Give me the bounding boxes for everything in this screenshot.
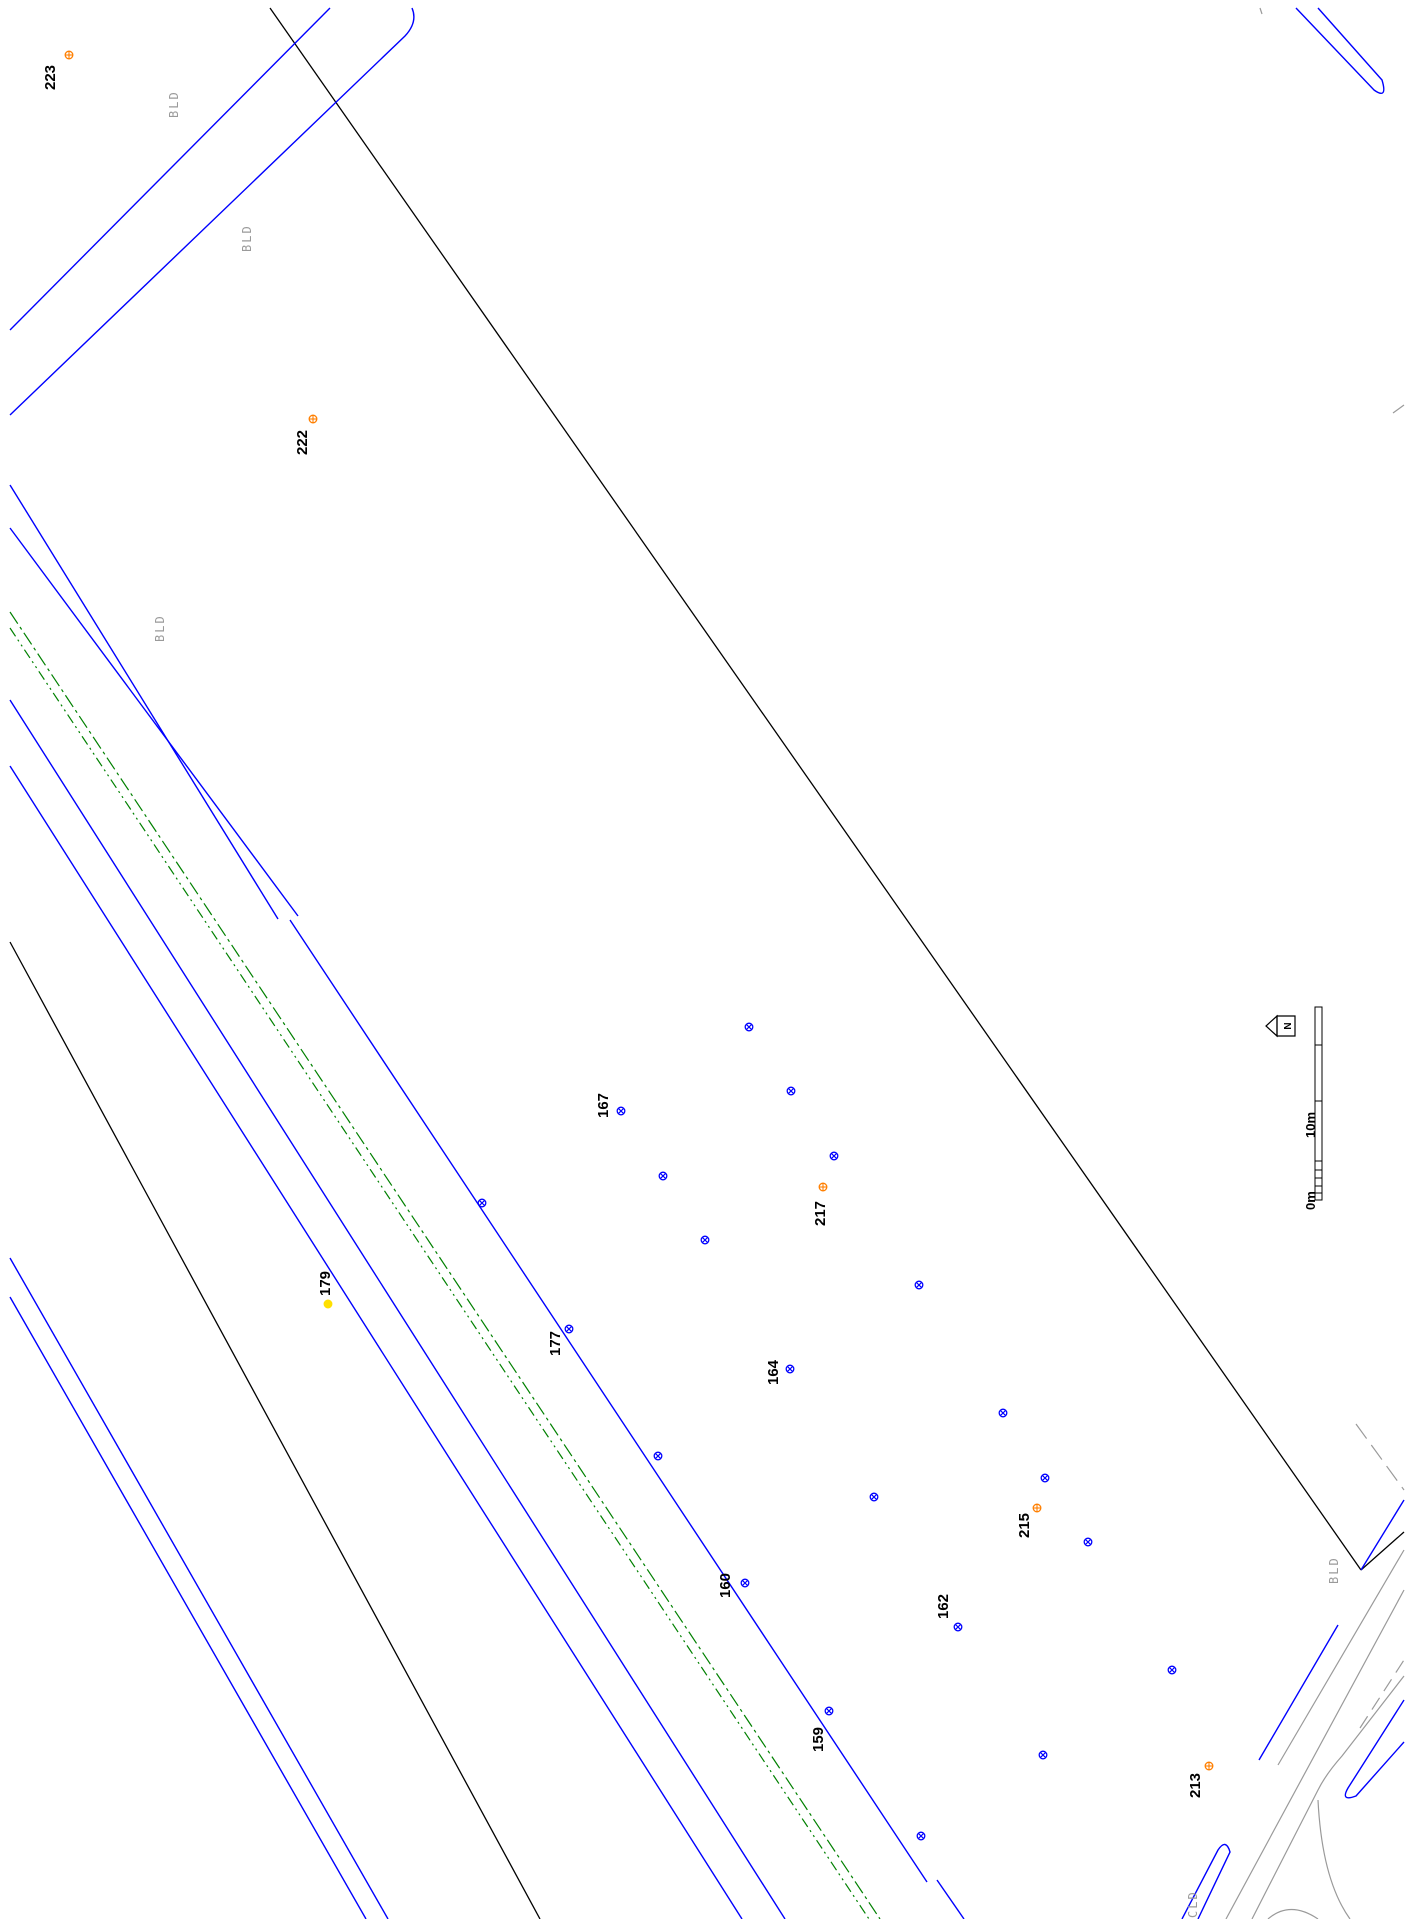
road-centerlines	[9, 611, 881, 1919]
survey-point-cross-icon	[477, 1198, 487, 1208]
survey-point-cross-icon	[998, 1408, 1008, 1418]
road-edge	[9, 7, 415, 416]
centerline-dotted	[9, 627, 870, 1919]
point-label: 215	[1016, 1513, 1033, 1538]
survey-point-cross-icon	[916, 1831, 926, 1841]
survey-point-plus-icon	[1032, 1503, 1042, 1513]
survey-point-cross-icon	[1083, 1537, 1093, 1547]
point-label: 223	[42, 65, 59, 90]
survey-point-cross-icon	[1167, 1665, 1177, 1675]
road-edges	[9, 7, 1405, 1919]
road-edge	[1295, 7, 1385, 94]
point-label: 213	[1187, 1773, 1204, 1798]
survey-point-plus-icon	[1204, 1761, 1214, 1771]
building-label: BLD	[153, 614, 167, 642]
survey-point-cross-icon	[658, 1171, 668, 1181]
survey-point-plus-icon	[64, 50, 74, 60]
building-label: BLD	[1327, 1556, 1341, 1584]
kerb-line	[1251, 1675, 1405, 1919]
kerb-lines	[1225, 7, 1405, 1919]
survey-point-cross-icon	[653, 1451, 663, 1461]
building-label: BLD	[240, 224, 254, 252]
road-edge	[9, 1296, 367, 1919]
scale-bar: 0m 10m	[1303, 1006, 1323, 1210]
point-label: 217	[812, 1201, 829, 1226]
road-edge	[9, 1257, 389, 1919]
building-label: BLD	[167, 90, 181, 118]
north-arrow-icon: N	[1265, 1014, 1296, 1038]
point-labels: 223 222 179 177 167 217 164 160 162 215 …	[42, 65, 1204, 1798]
point-label: 162	[935, 1594, 952, 1619]
kerb-line	[1259, 7, 1263, 15]
point-label: 167	[595, 1093, 612, 1118]
road-edge	[9, 527, 299, 917]
building-labels: BLD BLD BLD BLD CLD	[153, 90, 1341, 1918]
boundary-line-upper	[269, 7, 1362, 1571]
road-edge	[1344, 1699, 1405, 1799]
survey-points	[64, 50, 1214, 1841]
centerline-dashed	[9, 611, 881, 1919]
road-edge	[1360, 1499, 1405, 1571]
survey-point-plus-icon	[308, 414, 318, 424]
scale-bar-segment	[1314, 1006, 1323, 1046]
point-label: 179	[317, 1271, 334, 1296]
road-edge	[9, 699, 786, 1919]
survey-point-cross-icon	[616, 1106, 626, 1116]
point-label: 177	[547, 1331, 564, 1356]
survey-point-cross-icon	[1040, 1473, 1050, 1483]
scale-bar-segment	[1314, 1044, 1323, 1102]
kerb-line	[1392, 404, 1405, 414]
survey-point-cross-icon	[740, 1578, 750, 1588]
survey-point-cross-icon	[914, 1280, 924, 1290]
survey-point-cross-icon	[785, 1364, 795, 1374]
point-label: 159	[810, 1727, 827, 1752]
building-label: CLD	[1186, 1890, 1200, 1918]
road-edge	[1181, 1843, 1231, 1919]
boundary-line-lower	[9, 941, 541, 1919]
kerb-line	[1267, 1908, 1319, 1919]
survey-point-cross-icon	[1038, 1750, 1048, 1760]
survey-point-cross-icon	[744, 1022, 754, 1032]
survey-point-cross-icon	[829, 1151, 839, 1161]
north-label: N	[1283, 1022, 1294, 1029]
road-edge	[1258, 1624, 1339, 1761]
survey-point-cross-icon	[564, 1324, 574, 1334]
kerb-line	[1317, 1799, 1351, 1919]
survey-point-cross-icon	[953, 1622, 963, 1632]
scale-label-end: 10m	[1303, 1112, 1318, 1138]
point-label: 222	[294, 430, 311, 455]
boundary-corner-line	[1360, 1531, 1405, 1571]
property-boundaries	[9, 7, 1405, 1919]
road-edge	[9, 7, 331, 331]
kerb-line	[1277, 1549, 1405, 1766]
road-edge	[9, 484, 279, 920]
survey-point-plus-icon	[818, 1182, 828, 1192]
point-label: 164	[765, 1359, 782, 1385]
kerb-line-dashed	[1355, 1423, 1405, 1491]
road-edge	[936, 1879, 965, 1919]
scale-bar-segment	[1314, 1100, 1323, 1162]
survey-point-cross-icon	[786, 1086, 796, 1096]
road-edge	[9, 765, 743, 1919]
scale-label-start: 0m	[1303, 1191, 1318, 1210]
survey-point-cross-icon	[869, 1492, 879, 1502]
survey-point-cross-icon	[824, 1706, 834, 1716]
kerb-line	[1225, 1589, 1405, 1919]
road-edge	[289, 919, 928, 1883]
point-label: 160	[717, 1573, 734, 1598]
survey-point-cross-icon	[700, 1235, 710, 1245]
survey-point-dot-icon	[323, 1299, 333, 1309]
kerb-line-dashed	[1359, 1659, 1405, 1729]
